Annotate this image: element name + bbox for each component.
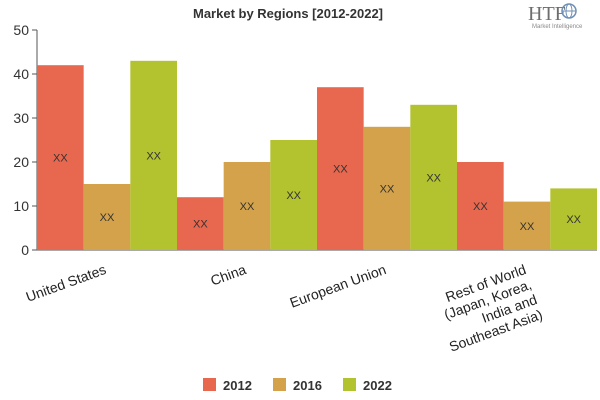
bars-group: XX XX XX XX XX XX XX XX XX XX XX XX (37, 60, 597, 250)
chart-title: Market by Regions [2012-2022] (193, 6, 383, 21)
data-label: XX (100, 212, 115, 224)
globe-icon (561, 3, 577, 19)
htf-logo: HTF Market Intelligence (528, 3, 583, 30)
data-label: XX (566, 214, 581, 226)
data-label: XX (193, 219, 208, 231)
legend-label-2016: 2016 (293, 378, 322, 393)
bar-2016-2 (363, 126, 411, 250)
y-tick-label: 50 (13, 22, 29, 38)
bar-2022-2 (410, 104, 457, 250)
data-label: XX (520, 221, 535, 233)
bar-2022-3 (550, 188, 597, 250)
bar-2012-2 (317, 87, 364, 250)
data-label: XX (473, 201, 488, 213)
data-label: XX (286, 190, 301, 202)
legend-label-2022: 2022 (363, 378, 392, 393)
data-label: XX (333, 164, 348, 176)
bar-2012-3 (457, 162, 504, 250)
y-tick-label: 10 (13, 198, 29, 214)
x-category-label: United States (24, 261, 108, 305)
bar-2016-0 (83, 184, 131, 250)
bar-2016-3 (503, 201, 551, 250)
data-label: XX (426, 172, 441, 184)
data-label: XX (240, 201, 255, 213)
x-category-label: Rest of World(Japan, Korea,India andSout… (431, 261, 545, 355)
x-category-label: China (208, 261, 248, 289)
data-label: XX (380, 183, 395, 195)
bar-2022-1 (270, 140, 317, 250)
bar-2016-1 (223, 162, 271, 250)
y-tick-label: 30 (13, 110, 29, 126)
logo-text: HTF (528, 3, 566, 25)
legend-swatch-2022 (343, 378, 356, 391)
data-label: XX (53, 153, 68, 165)
x-axis-labels: United States China European Union Rest of … (24, 261, 545, 355)
legend-label-2012: 2012 (223, 378, 252, 393)
legend-swatch-2012 (203, 378, 216, 391)
data-label: XX (146, 150, 161, 162)
x-category-label: European Union (288, 261, 389, 311)
y-tick-label: 0 (21, 242, 29, 258)
bar-2012-0 (37, 65, 84, 250)
bar-2012-1 (177, 197, 224, 250)
y-tick-label: 20 (13, 154, 29, 170)
legend: 2012 2016 2022 (203, 378, 392, 393)
y-tick-label: 40 (13, 66, 29, 82)
logo-subtext: Market Intelligence (532, 24, 583, 30)
legend-swatch-2016 (273, 378, 286, 391)
bar-2022-0 (130, 60, 177, 250)
